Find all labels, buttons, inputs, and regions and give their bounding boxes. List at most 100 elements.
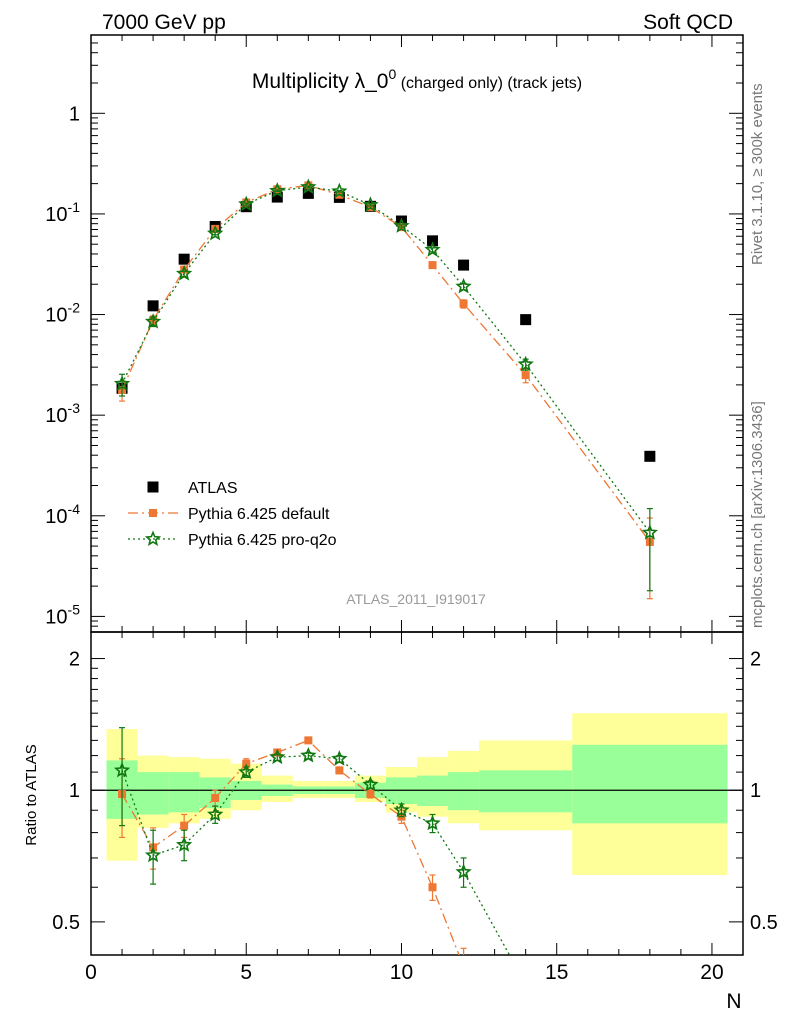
atlas-point — [271, 191, 283, 203]
pythia-proq2o-point — [238, 195, 255, 212]
x-tick-label: 20 — [700, 961, 723, 984]
pythia-default-ratio-point — [304, 736, 313, 745]
ratio-y-tick-label: 1 — [69, 780, 80, 802]
y-tick-exponent: -4 — [68, 501, 81, 517]
pythia-default-ratio-point — [460, 963, 468, 971]
title-small: (charged only) (track jets) — [396, 75, 582, 92]
y-tick-label: 10-4 — [45, 501, 80, 528]
pythia-proq2o-line — [121, 186, 651, 533]
pythia-default-point — [428, 261, 437, 270]
pythia-proq2o-ratio-point — [207, 805, 224, 822]
ratio-y-tick-label: 0.5 — [52, 912, 80, 934]
y-tick-label: 10-1 — [45, 199, 80, 226]
atlas-point — [178, 253, 190, 265]
pythia-proq2o-ratio-point — [175, 836, 193, 852]
xlabel: N — [726, 990, 741, 1013]
band-inner — [417, 775, 449, 807]
y-tick-exponent: -3 — [68, 400, 81, 416]
band-inner — [168, 772, 200, 813]
pythia-proq2o-point — [517, 355, 534, 372]
pythia-default-point — [273, 185, 282, 194]
pythia-proq2o-point — [175, 265, 193, 281]
atlas-point — [520, 314, 532, 326]
ratio-panel-frame — [90, 631, 744, 956]
pythia-proq2o-point — [641, 524, 659, 540]
pythia-proq2o-ratio-point — [300, 746, 317, 763]
x-tick-label: 10 — [390, 961, 413, 984]
rivet-label: Rivet 3.1.10, ≥ 300k events — [749, 83, 766, 265]
y-tick-exponent: -1 — [68, 199, 81, 215]
pythia-proq2o-ratio-point — [519, 978, 531, 990]
atlas-point — [644, 450, 656, 462]
x-tick-label: 0 — [85, 961, 97, 984]
pythia-proq2o-ratio-point — [455, 863, 472, 879]
pythia-default-point — [304, 181, 313, 190]
x-tick-label: 15 — [545, 961, 568, 984]
x-tick-label: 5 — [240, 961, 252, 984]
band-inner — [479, 770, 573, 813]
pythia-proq2o-point — [331, 182, 348, 199]
legend-pythia-default-marker — [149, 509, 157, 517]
legend-atlas-marker — [147, 481, 159, 493]
pythia-proq2o-point — [362, 196, 379, 212]
pythia-proq2o-ratio-point — [113, 761, 131, 778]
pythia-proq2o-point — [113, 375, 131, 391]
pythia-default-line — [121, 184, 651, 543]
legend-label: Pythia 6.425 pro-q2o — [188, 532, 337, 549]
band-inner — [572, 744, 728, 824]
band-inner — [137, 772, 169, 815]
y-tick-label: 10-2 — [45, 300, 80, 327]
legend-label: ATLAS — [188, 480, 238, 497]
legend-pythia-proq2o-marker — [144, 530, 162, 546]
pythia-proq2o-ratio-point — [269, 748, 286, 765]
ratio-series — [113, 727, 531, 990]
pythia-default-ratio-point — [428, 883, 437, 892]
pythia-default-point — [459, 299, 468, 308]
pythia-proq2o-ratio-point — [331, 750, 348, 766]
title-sup: 0 — [388, 66, 396, 82]
y-tick-label: 10-5 — [45, 601, 80, 628]
pythia-proq2o-point — [144, 313, 162, 329]
y-tick-base: 10 — [45, 305, 67, 327]
mcplots-label: mcplots.cern.ch [arXiv:1306.3436] — [749, 401, 766, 628]
atlas-point — [147, 300, 159, 312]
title-main: Multiplicity λ_0 — [252, 70, 389, 93]
header-process: 7000 GeV pp — [102, 11, 226, 34]
y-tick-exponent: -2 — [68, 300, 81, 316]
ratio-y-tick-label-right: 2 — [750, 649, 761, 671]
band-inner — [448, 772, 480, 811]
y-tick-label: 1 — [69, 103, 80, 125]
pythia-proq2o-point — [455, 277, 472, 294]
analysis-watermark: ATLAS_2011_I919017 — [346, 591, 486, 607]
main-series — [113, 178, 659, 600]
pythia-proq2o-ratio-point — [424, 814, 441, 831]
ratio-ylabel: Ratio to ATLAS — [23, 744, 40, 845]
pythia-default-ratio-point — [335, 766, 344, 775]
atlas-point — [458, 259, 470, 271]
pythia-proq2o-ratio-point — [393, 801, 410, 818]
atlas-point — [302, 187, 314, 199]
pythia-proq2o-point — [207, 224, 224, 241]
pythia-default-ratio-point — [180, 821, 189, 830]
pythia-proq2o-ratio-point — [238, 763, 255, 780]
pythia-default-ratio-point — [366, 790, 375, 799]
legend-label: Pythia 6.425 default — [188, 506, 330, 523]
pythia-default-point — [180, 265, 189, 274]
atlas-point — [427, 235, 439, 247]
ratio-y-tick-label-right: 0.5 — [750, 912, 778, 934]
pythia-proq2o-point — [424, 241, 441, 257]
y-tick-base: 10 — [45, 606, 67, 628]
pythia-proq2o-ratio-point — [144, 846, 162, 863]
legend: ATLAS Pythia 6.425 default Pythia 6.425 pr… — [128, 480, 337, 549]
header-category: Soft QCD — [643, 11, 733, 34]
y-tick-exponent: -5 — [68, 601, 81, 617]
pythia-default-ratio-point — [211, 793, 220, 802]
pythia-proq2o-point — [269, 182, 286, 198]
pythia-proq2o-ratio-point — [362, 776, 379, 792]
ratio-y-tick-label-right: 1 — [750, 780, 761, 802]
plot-title: Multiplicity λ_00 (charged only) (track … — [252, 66, 582, 93]
ratio-y-tick-label: 2 — [69, 649, 80, 671]
y-tick-base: 10 — [45, 405, 67, 427]
